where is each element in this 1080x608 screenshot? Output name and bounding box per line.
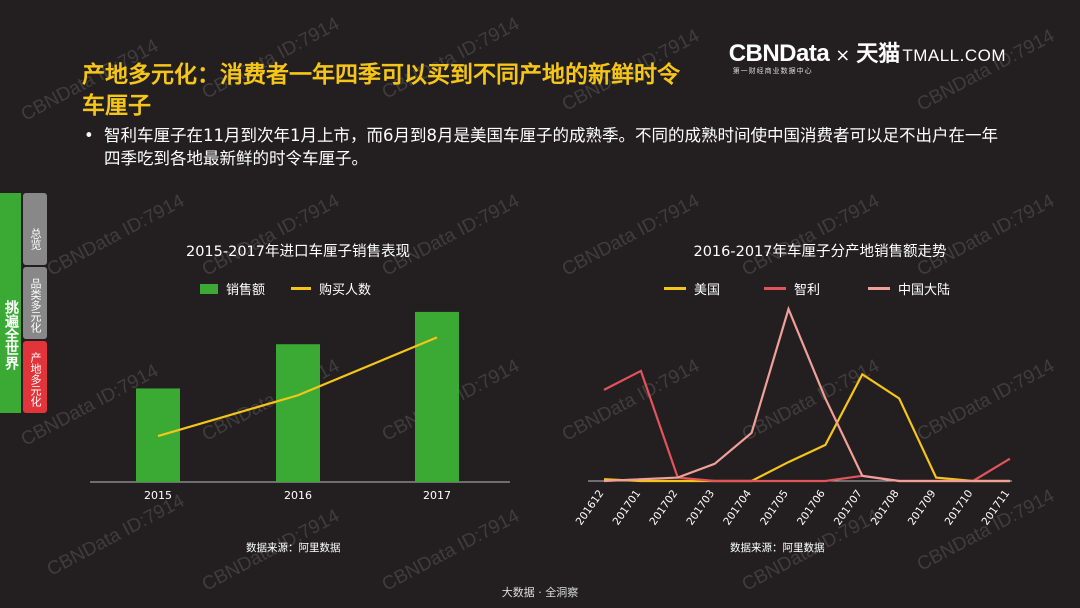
sidebar-section-label: 挑遍全世界 <box>0 193 21 413</box>
chart2-x-tick-label: 201710 <box>943 488 976 528</box>
page-title: 产地多元化：消费者一年四季可以买到不同产地的新鲜时令车厘子 <box>82 62 680 119</box>
legend-swatch-usa <box>664 287 686 290</box>
sidebar-tab-overview[interactable]: 总览 <box>23 193 47 265</box>
chart2-x-tick-label: 201704 <box>721 488 754 528</box>
brand-logo: CBNData 第一财经商业数据中心 × 天猫 TMALL.COM <box>729 36 1006 76</box>
chart2-legend: 美国 智利 中国大陆 <box>664 279 950 298</box>
chart2-x-tick-label: 201711 <box>980 488 1013 528</box>
china-line <box>603 305 1010 483</box>
cbndata-subtitle: 第一财经商业数据中心 <box>732 67 813 75</box>
chart1-x-tick-label: 2015 <box>144 489 172 502</box>
tmall-logo-cn: 天猫 <box>856 42 901 67</box>
chart2-title: 2016-2017年车厘子分产地销售额走势 <box>693 244 947 260</box>
chart2-x-tick-label: 201702 <box>647 488 680 528</box>
chile-line <box>603 369 1011 483</box>
legend-swatch-china <box>868 287 891 290</box>
cbndata-logo: CBNData <box>728 40 830 67</box>
chart1-title: 2015-2017年进口车厘子销售表现 <box>185 244 411 260</box>
chart2-x-tick-label: 201612 <box>574 488 607 528</box>
chart1-legend: 销售额 购买人数 <box>200 279 371 298</box>
legend-label-china: 中国大陆 <box>898 283 951 298</box>
bar-2017 <box>415 311 459 482</box>
chart1-x-tick-label: 2016 <box>284 489 312 502</box>
logo-times: × <box>835 45 851 66</box>
chart2-x-tick-label: 201709 <box>906 488 939 528</box>
legend-swatch-buyers <box>291 287 312 290</box>
chart2-x-tick-label: 201706 <box>795 488 828 528</box>
chart2-x-tick-label: 201701 <box>611 488 644 528</box>
chart2-x-tick-label: 201703 <box>684 488 717 528</box>
sidebar-tab-category[interactable]: 品类多元化 <box>23 267 47 339</box>
chart2-x-tick-label: 201708 <box>869 488 902 528</box>
chart2-x-tick-label: 201707 <box>832 488 865 528</box>
bar-2016 <box>276 344 320 482</box>
legend-label-sales: 销售额 <box>226 283 266 298</box>
chart2-x-tick-label: 201705 <box>758 488 791 528</box>
bullet-paragraph: • 智利车厘子在11月到次年1月上市，而6月到8月是美国车厘子的成熟季。不同的成… <box>84 124 1004 170</box>
chart2-source: 数据来源：阿里数据 <box>730 542 825 554</box>
chart1-x-tick-label: 2017 <box>423 489 451 502</box>
usa-line <box>603 372 1010 483</box>
legend-label-chile: 智利 <box>794 283 821 298</box>
legend-label-usa: 美国 <box>694 283 721 298</box>
tmall-logo-en: TMALL.COM <box>902 46 1006 65</box>
bullet-text: 智利车厘子在11月到次年1月上市，而6月到8月是美国车厘子的成熟季。不同的成熟时… <box>104 126 998 168</box>
buyers-line <box>157 336 438 438</box>
footer-slogan: 大数据 · 全洞察 <box>501 586 579 599</box>
chart1-source: 数据来源：阿里数据 <box>246 542 341 554</box>
bullet-dot: • <box>84 126 94 145</box>
legend-swatch-chile <box>764 287 787 290</box>
legend-swatch-sales <box>200 283 218 294</box>
sidebar-tab-origin[interactable]: 产地多元化 <box>23 341 47 413</box>
legend-label-buyers: 购买人数 <box>319 283 372 298</box>
